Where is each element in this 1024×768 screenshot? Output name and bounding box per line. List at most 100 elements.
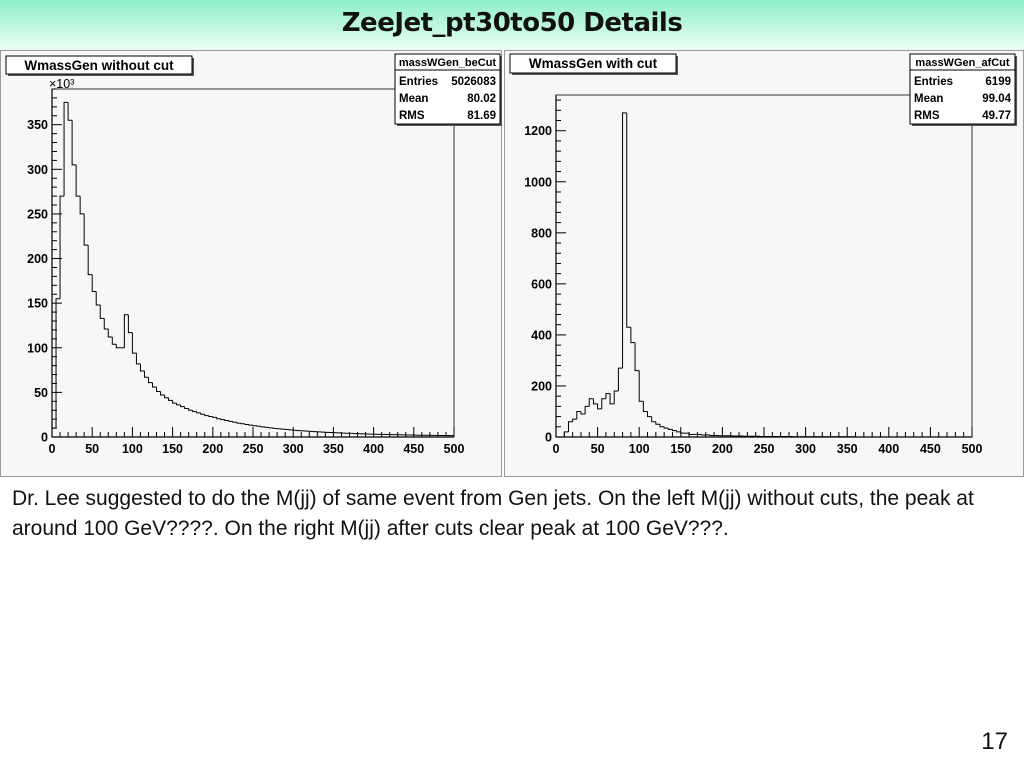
x-tick-label: 350 bbox=[323, 442, 344, 456]
histogram-bin bbox=[208, 415, 213, 417]
histogram-bin bbox=[576, 410, 581, 420]
stats-label: RMS bbox=[914, 110, 940, 122]
histogram-bin bbox=[597, 403, 602, 410]
plot-frame bbox=[555, 94, 973, 438]
histogram-title: WmassGen without cut bbox=[24, 58, 174, 73]
histogram-bin bbox=[160, 391, 165, 396]
page-number: 17 bbox=[981, 728, 1008, 755]
y-tick-label: 0 bbox=[41, 431, 48, 445]
histogram-without-cut: 0 50 100 150 200 250 300 350 400 450 500 0 50 100 150 2… bbox=[5, 53, 502, 456]
histogram-bin bbox=[63, 101, 69, 197]
histogram-bin bbox=[613, 390, 619, 404]
x-tick-label: 50 bbox=[85, 442, 99, 456]
histogram-bin bbox=[115, 344, 121, 349]
histogram-bin bbox=[248, 424, 253, 426]
stats-box bbox=[394, 53, 501, 125]
histogram-bin bbox=[588, 398, 594, 407]
histogram-bin bbox=[630, 327, 636, 344]
histogram-panel-without-cut: 0 50 100 150 200 250 300 350 400 450 500 0 50 100 150 2… bbox=[0, 50, 502, 477]
histogram-bin bbox=[164, 395, 169, 399]
histogram-bin bbox=[216, 417, 221, 420]
y-tick-label: 300 bbox=[27, 163, 48, 177]
histogram-title: WmassGen with cut bbox=[529, 56, 658, 71]
histogram-bin bbox=[168, 397, 173, 401]
histogram-bin bbox=[55, 298, 61, 429]
histogram-bin bbox=[176, 403, 181, 406]
x-tick-label: 350 bbox=[837, 442, 858, 456]
histogram-bin bbox=[123, 314, 129, 348]
y-tick-label: 250 bbox=[27, 207, 48, 221]
y-tick-label: 1000 bbox=[524, 175, 552, 189]
histogram-bin bbox=[131, 332, 137, 354]
histogram-bin bbox=[71, 120, 77, 166]
y-axis-multiplier: ×10³ bbox=[49, 77, 74, 91]
histogram-bin bbox=[184, 406, 189, 409]
histogram-bin bbox=[567, 421, 573, 432]
histogram-bin bbox=[709, 434, 715, 436]
histogram-bin bbox=[655, 421, 660, 425]
histogram-bin bbox=[107, 329, 113, 338]
x-tick-label: 200 bbox=[712, 442, 733, 456]
x-tick-label: 300 bbox=[795, 442, 816, 456]
histogram-bin bbox=[192, 410, 197, 413]
stats-label: Entries bbox=[399, 76, 438, 88]
x-tick-label: 0 bbox=[553, 442, 560, 456]
x-tick-label: 250 bbox=[243, 442, 264, 456]
stats-value: 49.77 bbox=[982, 110, 1011, 122]
x-tick-label: 450 bbox=[920, 442, 941, 456]
x-tick-label: 500 bbox=[444, 442, 465, 456]
histogram-bin bbox=[671, 429, 677, 432]
histogram-bin bbox=[592, 398, 598, 405]
x-tick-label: 250 bbox=[754, 442, 775, 456]
histogram-bin bbox=[143, 370, 149, 378]
histogram-bin bbox=[200, 412, 205, 415]
histogram-bin bbox=[127, 314, 133, 334]
x-tick-label: 400 bbox=[363, 442, 384, 456]
histogram-bin bbox=[67, 102, 73, 121]
x-tick-label: 150 bbox=[670, 442, 691, 456]
histogram-bin bbox=[156, 387, 161, 392]
histogram-bin bbox=[264, 426, 270, 428]
stats-label: Mean bbox=[914, 93, 943, 105]
stats-label: RMS bbox=[399, 110, 425, 122]
histogram-bin bbox=[701, 434, 706, 436]
y-tick-label: 150 bbox=[27, 297, 48, 311]
x-tick-label: 200 bbox=[202, 442, 223, 456]
histogram-bin bbox=[260, 426, 266, 428]
histogram-bin bbox=[95, 291, 101, 306]
histogram-bin bbox=[147, 377, 153, 384]
histogram-bin bbox=[83, 213, 89, 246]
histogram-bin bbox=[180, 404, 185, 408]
y-tick-label: 1200 bbox=[524, 124, 552, 138]
histogram-bin bbox=[236, 422, 241, 424]
stats-label: Mean bbox=[399, 93, 428, 105]
histogram-bin bbox=[103, 318, 109, 330]
slide-title: ZeeJet_pt30to50 Details bbox=[341, 8, 683, 38]
histogram-bin bbox=[605, 393, 611, 399]
histogram-bin bbox=[228, 420, 233, 422]
histogram-bin bbox=[188, 408, 193, 411]
stats-box-name: massWGen_afCut bbox=[915, 57, 1009, 69]
x-tick-label: 400 bbox=[878, 442, 899, 456]
stats-value: 5026083 bbox=[451, 76, 496, 88]
histogram-bin bbox=[642, 401, 648, 412]
x-tick-label: 50 bbox=[591, 442, 605, 456]
y-tick-label: 600 bbox=[531, 277, 552, 291]
histogram-bin bbox=[676, 430, 681, 433]
title-box bbox=[509, 53, 677, 74]
histogram-bin bbox=[580, 411, 586, 415]
histogram-bin bbox=[651, 416, 656, 423]
histogram-bin bbox=[91, 274, 97, 293]
histogram-bin bbox=[244, 423, 249, 426]
histogram-bin bbox=[139, 363, 145, 372]
histogram-bin bbox=[252, 425, 258, 427]
y-tick-label: 0 bbox=[545, 431, 552, 445]
x-tick-label: 300 bbox=[283, 442, 304, 456]
slide-description: Dr. Lee suggested to do the M(jj) of sam… bbox=[12, 487, 974, 540]
histogram-bin bbox=[617, 367, 623, 392]
histogram-bin bbox=[172, 400, 177, 404]
stats-value: 99.04 bbox=[982, 93, 1011, 105]
histogram-bin bbox=[220, 418, 225, 421]
stats-box bbox=[909, 53, 1016, 125]
title-box bbox=[5, 55, 193, 75]
